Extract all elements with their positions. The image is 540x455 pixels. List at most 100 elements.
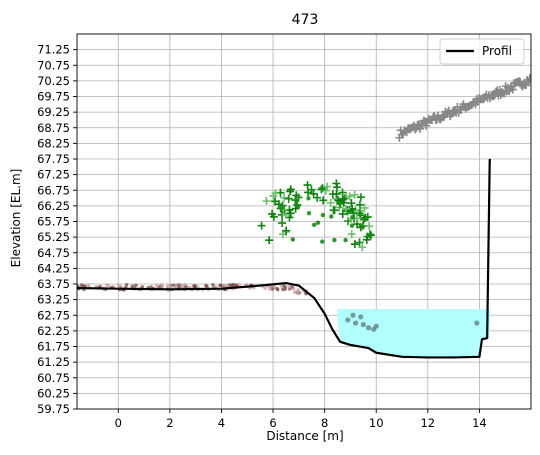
ground-point — [272, 285, 276, 289]
ground-point — [170, 284, 174, 289]
green-plus-point — [281, 210, 290, 219]
y-tick-label: 62.75 — [37, 308, 70, 322]
upper-gray-point — [525, 74, 531, 83]
upper-gray-point — [450, 107, 459, 116]
green-plus-point — [303, 181, 312, 190]
green-dot-point — [306, 196, 311, 201]
y-tick-label: 64.75 — [37, 246, 70, 260]
ground-point — [154, 283, 159, 287]
green-dot-point — [332, 237, 337, 243]
y-tick-label: 71.25 — [37, 43, 70, 57]
plot-inner — [77, 34, 531, 409]
green-dot-point — [343, 237, 348, 243]
green-dot-point — [294, 199, 299, 204]
ground-point — [296, 290, 300, 295]
green-plus-point — [326, 198, 335, 207]
upper-gray-point — [508, 85, 517, 94]
legend-box — [439, 38, 525, 65]
green-plus-point — [323, 182, 332, 191]
y-tick-label: 68.75 — [37, 121, 70, 135]
ground-point — [184, 285, 188, 289]
ground-point — [134, 283, 138, 288]
y-tick-label: 66.25 — [37, 199, 70, 213]
y-tick-label: 68.25 — [37, 136, 70, 150]
y-tick-label: 70.25 — [37, 74, 70, 88]
water-gray-point — [350, 312, 356, 318]
ground-point — [287, 284, 291, 289]
y-tick-label: 63.25 — [37, 293, 70, 307]
green-plus-point — [332, 189, 341, 198]
green-plus-point — [294, 193, 303, 202]
ground-point — [275, 286, 279, 291]
x-tick-label: 2 — [166, 416, 173, 430]
ground-point — [218, 283, 223, 288]
green-plus-point — [270, 197, 279, 206]
ground-point — [237, 282, 242, 287]
water-gray-point — [352, 320, 359, 326]
y-tick-label: 60.25 — [37, 386, 70, 400]
y-tick-label: 67.25 — [37, 168, 70, 182]
green-plus-point — [358, 243, 367, 252]
green-dot-point — [296, 203, 301, 209]
green-plus-point — [309, 189, 318, 198]
water-gray-point — [373, 323, 379, 329]
ground-point — [180, 284, 184, 288]
x-tick-label: 12 — [420, 416, 435, 430]
water-gray-point — [360, 322, 366, 328]
green-plus-point — [345, 192, 354, 201]
green-plus-point — [313, 193, 322, 202]
green-plus-point — [321, 186, 330, 195]
ground-point — [223, 284, 227, 288]
green-plus-point — [268, 209, 277, 218]
upper-gray-point — [415, 124, 424, 133]
ground-point — [192, 284, 196, 288]
green-dot-point — [349, 223, 355, 228]
green-dot-point — [320, 212, 326, 218]
green-plus-point — [271, 189, 280, 198]
x-tick-label: 10 — [369, 416, 384, 430]
green-plus-point — [284, 194, 293, 203]
ground-point — [80, 283, 84, 287]
green-plus-point — [319, 196, 328, 205]
water-gray-point — [474, 320, 480, 326]
ground-point — [230, 283, 235, 287]
green-plus-point — [338, 209, 347, 218]
x-tick-label: 8 — [321, 416, 328, 430]
ground-point — [263, 286, 267, 291]
ground-point — [211, 283, 215, 287]
green-dot-point — [306, 211, 312, 216]
green-dot-point — [311, 222, 317, 228]
green-dot-point — [290, 237, 295, 242]
water-surface — [337, 309, 490, 358]
green-plus-point — [362, 235, 371, 244]
green-dot-point — [320, 239, 325, 244]
green-plus-point — [360, 203, 369, 212]
ground-point — [279, 284, 284, 288]
x-axis-label: Distance [m] — [266, 429, 343, 443]
y-axis-label: Elevation [EL.m] — [9, 169, 23, 268]
green-dot-point — [315, 220, 321, 225]
green-plus-point — [359, 215, 368, 224]
green-plus-point — [338, 188, 347, 197]
green-plus-point — [347, 199, 356, 208]
green-plus-point — [278, 219, 287, 228]
y-tick-label: 70.75 — [37, 58, 70, 72]
y-tick-label: 67.75 — [37, 152, 70, 166]
green-plus-point — [341, 204, 350, 213]
green-plus-point — [262, 196, 271, 205]
ground-point — [174, 284, 178, 289]
ground-point — [283, 287, 288, 291]
y-tick-label: 59.75 — [37, 402, 70, 416]
y-tick-label: 69.25 — [37, 105, 70, 119]
green-plus-point — [356, 193, 365, 202]
water-gray-point — [358, 314, 364, 320]
green-plus-point — [286, 187, 295, 196]
green-plus-point — [330, 206, 339, 215]
y-tick-label: 60.75 — [37, 371, 70, 385]
y-tick-label: 62.25 — [37, 324, 70, 338]
ground-point — [106, 283, 111, 288]
green-dot-point — [329, 214, 334, 219]
green-plus-point — [257, 221, 266, 230]
water-gray-point — [365, 325, 372, 331]
y-tick-label: 64.25 — [37, 261, 70, 275]
